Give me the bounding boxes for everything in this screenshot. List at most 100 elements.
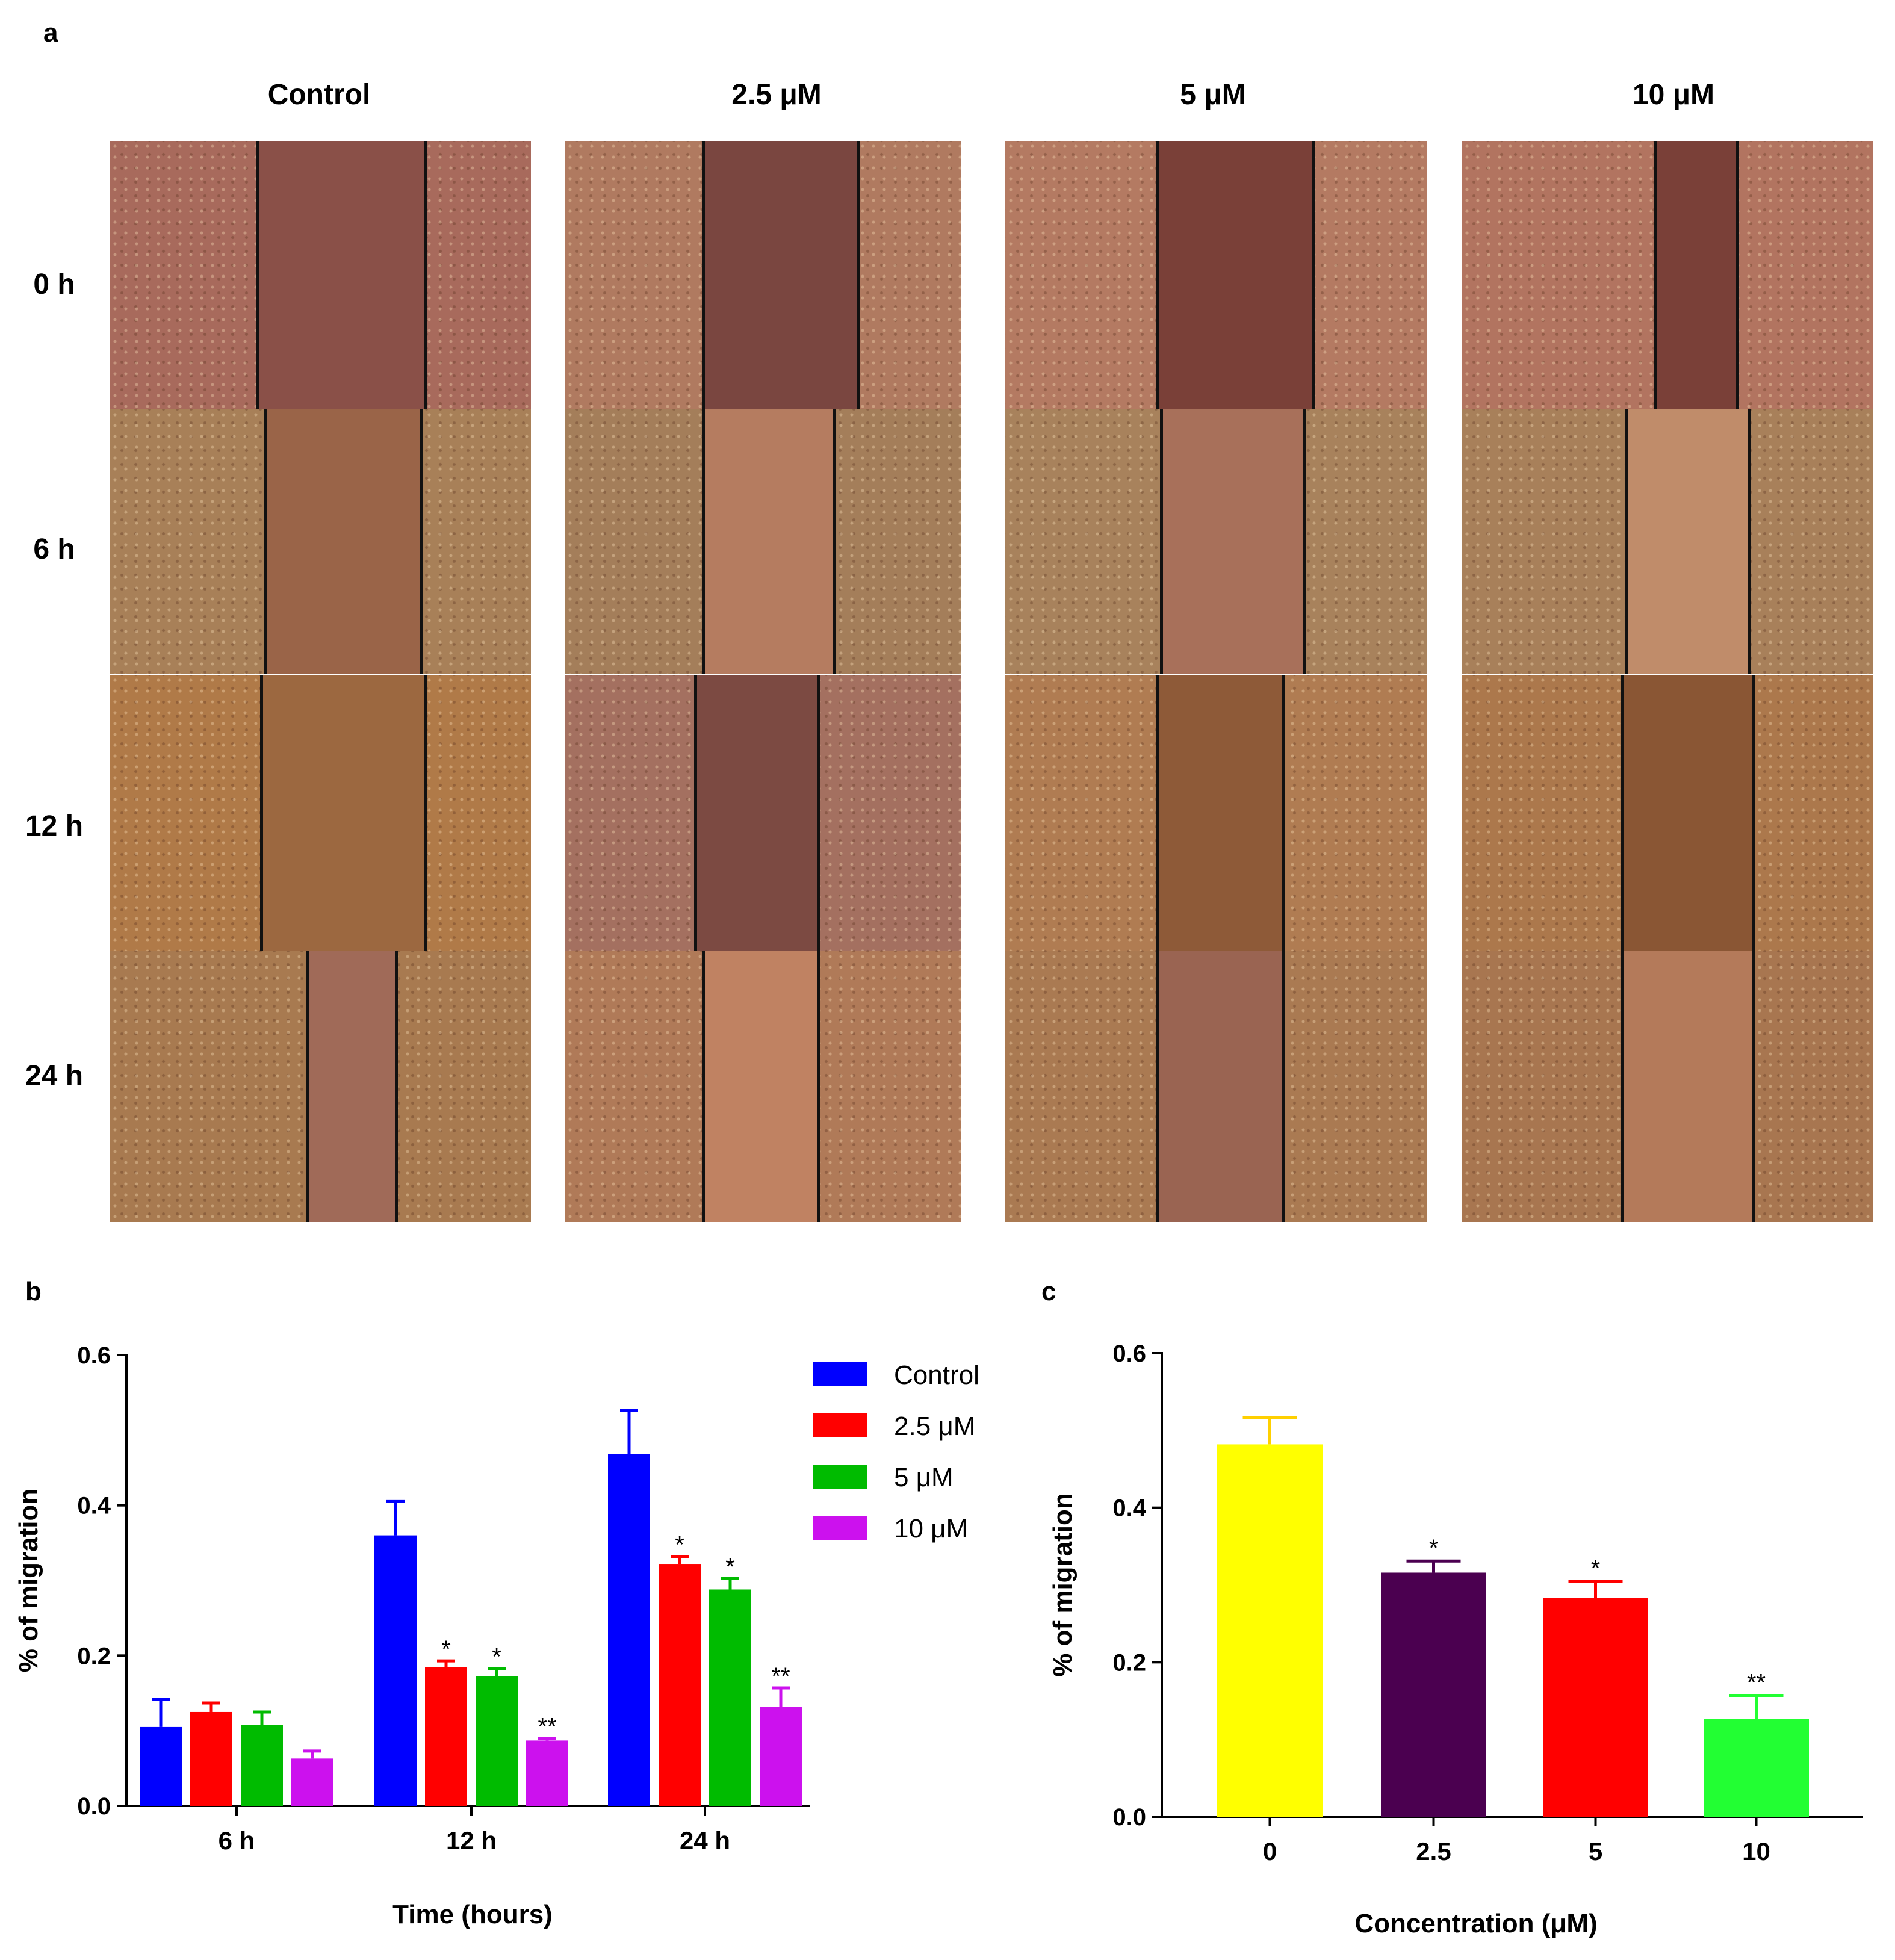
bar	[1381, 1572, 1486, 1817]
significance-marker: **	[771, 1663, 790, 1690]
scratch-edge-line	[260, 675, 263, 958]
scratch-edge-line	[1312, 141, 1315, 409]
row-label-12h: 12 h	[25, 810, 84, 842]
significance-marker: *	[492, 1644, 501, 1670]
y-tick-label: 0.6	[77, 1342, 111, 1369]
panel-b-letter: b	[25, 1277, 42, 1306]
scratch-edge-line	[1654, 141, 1657, 409]
scratch-edge-line	[420, 409, 423, 674]
x-axis-title: Concentration (μM)	[1354, 1909, 1597, 1938]
bar	[608, 1454, 650, 1806]
column-label-5-um: 5 μM	[1180, 79, 1246, 111]
panel-c-chart: c 0.0 0.2 0.4 0.6 % of migration Concentratio…	[1041, 1277, 1863, 1938]
x-tick-label: 10	[1742, 1837, 1770, 1865]
scratch-gap	[703, 409, 834, 674]
scratch-gap	[1626, 409, 1750, 674]
scratch-edge-line	[1748, 409, 1752, 674]
bar	[476, 1676, 518, 1806]
scratch-gap	[308, 951, 396, 1222]
micrograph-tile	[110, 675, 531, 958]
scratch-edge-line	[1303, 409, 1306, 674]
scratch-gap	[1622, 951, 1754, 1222]
y-axis-title: % of migration	[1048, 1493, 1078, 1677]
scratch-edge-line	[817, 675, 820, 958]
legend-label: Control	[894, 1360, 979, 1390]
x-tick-label: 24 h	[680, 1826, 730, 1855]
x-tick-label: 0	[1263, 1837, 1277, 1865]
x-tick-label: 12 h	[446, 1826, 497, 1855]
scratch-edge-line	[306, 951, 309, 1222]
micrograph-tile	[565, 675, 961, 958]
legend-label: 10 μM	[894, 1514, 968, 1543]
scratch-edge-line	[694, 675, 698, 958]
bar	[659, 1564, 701, 1806]
scratch-edge-line	[1156, 951, 1159, 1222]
scratch-gap	[257, 141, 426, 409]
scratch-gap	[1161, 409, 1304, 674]
y-tick-label: 0.2	[77, 1643, 111, 1669]
micrograph-tile	[1462, 141, 1873, 409]
significance-marker: *	[1591, 1555, 1601, 1582]
micrograph-tile	[1005, 141, 1427, 409]
scratch-edge-line	[1752, 675, 1755, 958]
scratch-edge-line	[1621, 951, 1624, 1222]
scratch-edge-line	[1735, 141, 1739, 409]
micrograph-tile	[110, 951, 531, 1222]
bar	[241, 1725, 283, 1806]
micrograph-tile	[565, 409, 961, 674]
bar	[1543, 1598, 1648, 1817]
panel-b-chart: b 0.0 0.2 0.4 0.6 % of migration Time (hours)…	[14, 1277, 979, 1929]
scratch-edge-line	[395, 951, 398, 1222]
scratch-edge-line	[264, 409, 267, 674]
significance-marker: **	[1747, 1670, 1766, 1696]
bar	[190, 1711, 232, 1806]
x-tick-label: 6 h	[219, 1826, 255, 1855]
scratch-edge-line	[833, 409, 836, 674]
scratch-edge-line	[424, 675, 427, 958]
scratch-edge-line	[702, 141, 706, 409]
scratch-edge-line	[1156, 141, 1159, 409]
significance-marker: *	[441, 1636, 451, 1663]
y-tick-label: 0.0	[77, 1793, 111, 1820]
bar	[425, 1667, 467, 1806]
y-axis-title: % of migration	[14, 1489, 43, 1673]
bar	[140, 1726, 182, 1806]
x-tick-label: 2.5	[1416, 1837, 1451, 1865]
scratch-gap	[1655, 141, 1737, 409]
panel-a-letter: a	[43, 18, 58, 48]
panel-c-letter: c	[1041, 1277, 1056, 1306]
significance-marker: **	[538, 1714, 556, 1740]
bar	[526, 1740, 568, 1806]
legend-swatch	[813, 1465, 867, 1489]
micrograph-tile	[110, 409, 531, 674]
column-label-control: Control	[267, 79, 371, 111]
micrograph-tile	[110, 141, 531, 409]
scratch-edge-line	[424, 141, 427, 409]
scratch-edge-line	[1752, 951, 1755, 1222]
legend-swatch	[813, 1516, 867, 1540]
scratch-edge-line	[256, 141, 259, 409]
y-tick-label: 0.2	[1112, 1649, 1146, 1676]
legend-swatch	[813, 1413, 867, 1437]
legend-label: 2.5 μM	[894, 1412, 975, 1441]
scratch-edge-line	[1160, 409, 1163, 674]
scratch-gap	[1157, 141, 1313, 409]
column-label-10-um: 10 μM	[1632, 79, 1715, 111]
y-tick-label: 0.6	[1112, 1341, 1146, 1367]
scratch-edge-line	[702, 409, 706, 674]
micrograph-tile	[1005, 409, 1427, 674]
scratch-gap	[261, 675, 426, 958]
micrograph-tile	[1005, 675, 1427, 958]
bar	[760, 1707, 802, 1806]
x-tick-label: 5	[1589, 1837, 1602, 1865]
y-tick-label: 0.4	[77, 1493, 111, 1519]
column-label-2-5-um: 2.5 μM	[731, 79, 822, 111]
significance-marker: *	[675, 1532, 684, 1558]
significance-marker: *	[1429, 1535, 1439, 1561]
scratch-edge-line	[1282, 675, 1285, 958]
bar	[291, 1758, 333, 1806]
scratch-gap	[265, 409, 421, 674]
bar	[374, 1535, 417, 1806]
micrograph-tile	[565, 951, 961, 1222]
scratch-gap	[1157, 675, 1283, 958]
